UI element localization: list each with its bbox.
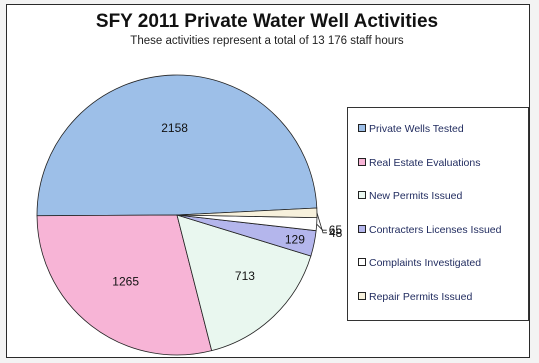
- slice-value-label: 1265: [112, 274, 139, 288]
- legend-item-repair-permits-issued: Repair Permits Issued: [358, 291, 472, 303]
- pie-slice-private-wells-tested: [36, 74, 318, 217]
- legend-item-new-permits-issued: New Permits Issued: [358, 190, 462, 202]
- legend-label: Repair Permits Issued: [369, 291, 473, 303]
- legend-swatch: [358, 124, 366, 132]
- leader-line: [316, 212, 327, 234]
- legend-label: New Permits Issued: [369, 190, 463, 202]
- legend-label: Real Estate Evaluations: [369, 157, 481, 169]
- chart-title: SFY 2011 Private Water Well Activities: [95, 11, 439, 32]
- legend-label: Contracters Licenses Issued: [369, 224, 502, 236]
- legend-swatch: [358, 225, 366, 233]
- legend-swatch: [358, 292, 366, 300]
- slice-value-label: 48: [329, 226, 343, 240]
- legend-item-complaints-investigated: Complaints Investigated: [358, 257, 481, 269]
- slice-value-label: 129: [285, 232, 305, 246]
- pie-slice-new-permits-issued: [176, 214, 312, 352]
- legend: Private Wells Tested Real Estate Evaluat…: [347, 107, 529, 321]
- legend-swatch: [358, 191, 366, 199]
- slice-value-label: 713: [235, 269, 255, 283]
- legend-item-private-wells-tested: Private Wells Tested: [358, 123, 464, 135]
- legend-swatch: [358, 258, 366, 266]
- pie-slice-repair-permits-issued: [176, 207, 318, 219]
- slice-value-label: 2158: [161, 121, 188, 135]
- chart-frame: SFY 2011 Private Water Well Activities T…: [6, 4, 530, 358]
- legend-item-contracters-licenses-issued: Contracters Licenses Issued: [358, 224, 501, 236]
- legend-label: Complaints Investigated: [369, 257, 482, 269]
- legend-label: Private Wells Tested: [369, 123, 464, 135]
- slice-value-label: 65: [329, 223, 343, 237]
- pie-slice-real-estate-evaluations: [36, 214, 213, 356]
- legend-item-real-estate-evaluations: Real Estate Evaluations: [358, 157, 480, 169]
- chart-subtitle: These activities represent a total of 13…: [130, 35, 404, 47]
- legend-swatch: [358, 158, 366, 166]
- leader-line: [316, 223, 327, 231]
